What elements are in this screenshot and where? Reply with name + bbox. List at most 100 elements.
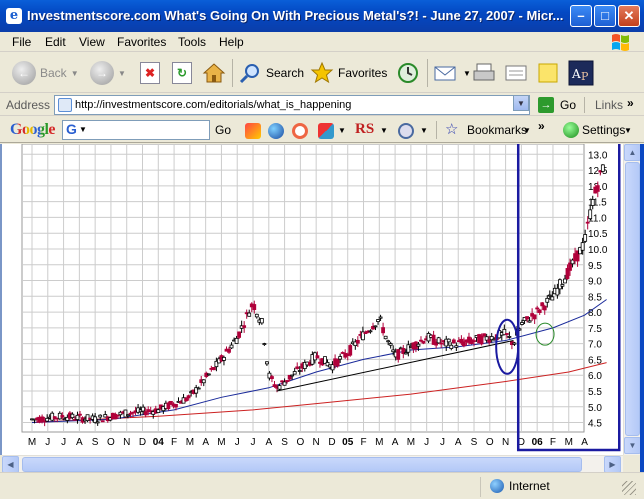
toolbar-separator [232, 59, 233, 87]
y-tick-label: 10.5 [588, 229, 608, 240]
candle-body [70, 413, 75, 419]
candle-body [290, 374, 295, 377]
x-tick-label: S [281, 437, 288, 448]
vertical-scrollbar[interactable]: ▲ ▼ [623, 144, 641, 455]
scroll-right-icon[interactable]: ▶ [604, 456, 621, 473]
x-tick-label: J [424, 437, 429, 448]
google-search-dropdown-icon[interactable]: ▼ [79, 125, 87, 134]
candle-body [459, 338, 464, 344]
go-button[interactable]: Go [560, 98, 577, 112]
horizontal-scrollbar[interactable]: ◀ ▶ [2, 455, 623, 473]
bookmarks-dropdown-icon[interactable]: ▼ [523, 126, 531, 135]
candle-body [297, 370, 302, 372]
scroll-up-icon[interactable]: ▲ [624, 144, 641, 161]
x-tick-label: O [486, 437, 494, 448]
candle-body [560, 284, 565, 287]
candle-body [247, 312, 252, 317]
google-logo[interactable]: Google [10, 121, 56, 139]
x-tick-label: S [471, 437, 478, 448]
back-button[interactable]: ← Back ▼ [12, 59, 79, 87]
search-button[interactable]: Search [238, 59, 304, 87]
menu-file[interactable]: File [12, 35, 32, 49]
menu-favorites[interactable]: Favorites [117, 35, 167, 49]
ie-logo-icon[interactable]: e [6, 8, 22, 24]
bookmark-star-icon[interactable]: ☆ [445, 121, 459, 138]
mail-icon [434, 66, 456, 81]
menu-tools[interactable]: Tools [178, 35, 207, 49]
history-button[interactable] [396, 59, 420, 87]
edit-button[interactable] [504, 59, 528, 87]
favorites-button[interactable]: Favorites [310, 59, 387, 87]
globe-icon[interactable] [268, 123, 284, 139]
maximize-button[interactable]: □ [594, 5, 616, 27]
popup-dropdown-icon[interactable]: ▼ [338, 126, 346, 135]
menu-help[interactable]: Help [219, 35, 244, 49]
rs-dropdown-icon[interactable]: ▼ [380, 126, 388, 135]
candle-body [267, 372, 272, 379]
candle-body [568, 262, 572, 271]
note-button[interactable] [536, 59, 560, 87]
refresh-button[interactable]: ↻ [172, 59, 192, 87]
candle-body [156, 409, 161, 413]
candle-body [229, 344, 234, 349]
stop-button[interactable]: ✖ [140, 59, 160, 87]
translate-icon[interactable] [398, 123, 414, 139]
minimize-button[interactable]: – [570, 5, 592, 27]
menu-edit[interactable]: Edit [45, 35, 66, 49]
menu-view[interactable]: View [79, 35, 105, 49]
candle-body [446, 338, 451, 343]
google-chevron-icon[interactable]: » [538, 119, 545, 133]
candle-body [103, 414, 108, 418]
rs-button[interactable]: RS [355, 121, 375, 137]
forward-button[interactable]: → ▼ [90, 59, 126, 87]
price-chart: 13.012.512.011.511.010.510.09.59.08.58.0… [21, 144, 621, 452]
links-chevron-icon[interactable]: » [627, 96, 634, 110]
candle-body [302, 362, 307, 369]
translate-dropdown-icon[interactable]: ▼ [420, 126, 428, 135]
support-trendline [276, 339, 514, 392]
home-button[interactable] [202, 59, 226, 87]
horizontal-scroll-thumb[interactable] [22, 457, 582, 472]
scroll-left-icon[interactable]: ◀ [2, 456, 19, 473]
x-tick-label: N [502, 437, 509, 448]
settings-button[interactable]: Settings [582, 123, 626, 137]
close-button[interactable]: ✕ [618, 5, 640, 27]
candle-body [540, 302, 545, 307]
news-icon[interactable] [245, 123, 261, 139]
menu-bar: File Edit View Favorites Tools Help [0, 32, 644, 52]
candle-body [383, 335, 388, 340]
links-button[interactable]: Links [595, 98, 624, 112]
candle-body [285, 380, 290, 382]
google-go-button[interactable]: Go [215, 123, 232, 137]
vertical-scroll-thumb[interactable] [625, 162, 640, 436]
candle-body [270, 376, 274, 380]
address-input[interactable]: http://investmentscore.com/editorials/wh… [54, 95, 530, 115]
go-arrow-icon[interactable]: → [538, 97, 554, 113]
address-dropdown-icon[interactable]: ▼ [513, 95, 529, 111]
candle-body [214, 360, 219, 368]
mail-button[interactable]: ▼ [433, 59, 471, 87]
popup-blocker-icon[interactable] [318, 123, 334, 139]
candle-body [373, 325, 378, 328]
address-url: http://investmentscore.com/editorials/wh… [75, 99, 352, 111]
candle-body [338, 356, 343, 360]
candle-body [563, 278, 567, 284]
print-button[interactable] [472, 59, 496, 87]
candle-body [583, 234, 588, 242]
google-search-input[interactable]: G ▼ [62, 120, 210, 140]
x-tick-label: D [139, 437, 146, 448]
y-tick-label: 6.5 [588, 355, 602, 366]
x-tick-label: 06 [532, 437, 544, 448]
x-tick-label: S [92, 437, 99, 448]
settings-dropdown-icon[interactable]: ▼ [624, 126, 632, 135]
candle-body [65, 416, 70, 421]
bookmarks-button[interactable]: Bookmarks [467, 123, 528, 137]
scroll-down-icon[interactable]: ▼ [624, 437, 641, 454]
candle-body [206, 373, 211, 376]
resize-grip-icon[interactable] [622, 481, 636, 495]
spell-icon[interactable] [292, 123, 308, 139]
x-tick-label: M [186, 437, 194, 448]
candle-body [487, 339, 492, 343]
